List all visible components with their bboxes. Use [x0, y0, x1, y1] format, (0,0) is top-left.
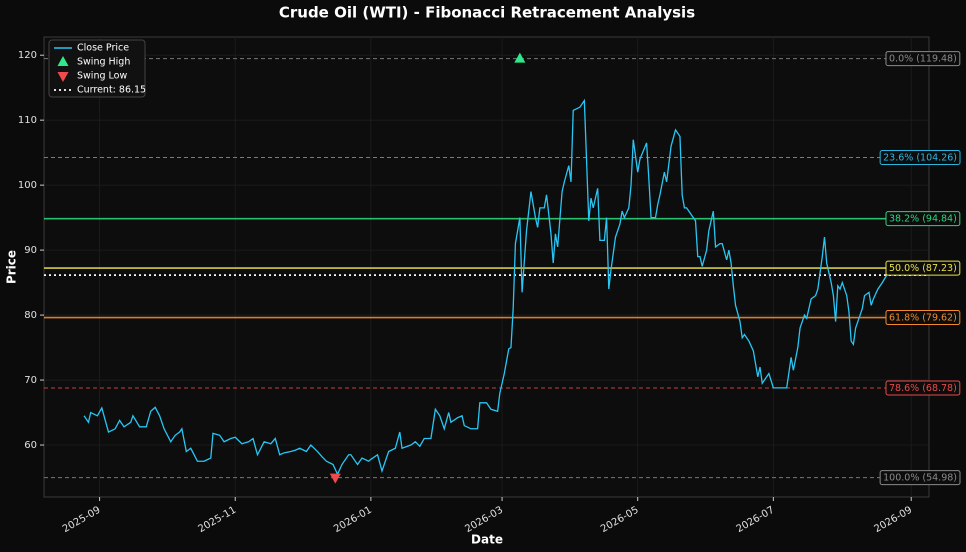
legend-label: Swing High	[77, 57, 130, 68]
y-tick-label: 80	[24, 310, 37, 321]
fib-level-label: 61.8% (79.62)	[885, 310, 961, 326]
fib-label-box	[885, 211, 961, 227]
fib-label-text: 61.8% (79.62)	[889, 313, 957, 324]
legend: Close Price Swing High Swing Low Current: 8…	[48, 39, 146, 98]
plot-area	[43, 36, 930, 498]
y-tick-label: 70	[24, 375, 37, 386]
fib-label-box	[885, 51, 961, 67]
fib-level-label: 0.0% (119.48)	[885, 51, 961, 67]
legend-box	[48, 39, 146, 98]
fib-level-label: 100.0% (54.98)	[879, 470, 961, 486]
legend-label: Swing Low	[77, 71, 127, 82]
legend-swatch	[57, 72, 69, 82]
y-tick-label: 110	[18, 115, 37, 126]
y-axis-label: Price	[5, 250, 19, 284]
price-line	[83, 98, 888, 476]
fib-label-text: 78.6% (68.78)	[889, 383, 957, 394]
fib-label-box	[879, 470, 961, 486]
swing-low-marker	[329, 473, 341, 484]
swing-high-marker	[514, 52, 526, 63]
fib-label-box	[885, 260, 961, 276]
legend-swatch	[57, 56, 69, 66]
fib-label-text: 100.0% (54.98)	[883, 473, 957, 484]
legend-label: Close Price	[77, 43, 129, 54]
fib-label-text: 50.0% (87.23)	[889, 263, 957, 274]
y-tick-label: 100	[18, 180, 37, 191]
y-tick-label: 60	[24, 440, 37, 451]
fib-level-label: 50.0% (87.23)	[885, 260, 961, 276]
fib-label-box	[879, 149, 961, 165]
legend-label: Current: 86.15	[77, 85, 146, 96]
fib-level-label: 23.6% (104.26)	[879, 149, 961, 165]
y-tick-label: 90	[24, 245, 37, 256]
chart-title: Crude Oil (WTI) - Fibonacci Retracement …	[279, 4, 695, 22]
fib-level-label: 78.6% (68.78)	[885, 380, 961, 396]
fib-label-text: 0.0% (119.48)	[889, 54, 957, 65]
y-tick-label: 120	[18, 50, 37, 61]
x-axis-label: Date	[471, 533, 503, 547]
fib-label-box	[885, 380, 961, 396]
fib-label-text: 38.2% (94.84)	[889, 214, 957, 225]
fib-label-text: 23.6% (104.26)	[883, 152, 957, 163]
fib-label-box	[885, 310, 961, 326]
fib-level-label: 38.2% (94.84)	[885, 211, 961, 227]
